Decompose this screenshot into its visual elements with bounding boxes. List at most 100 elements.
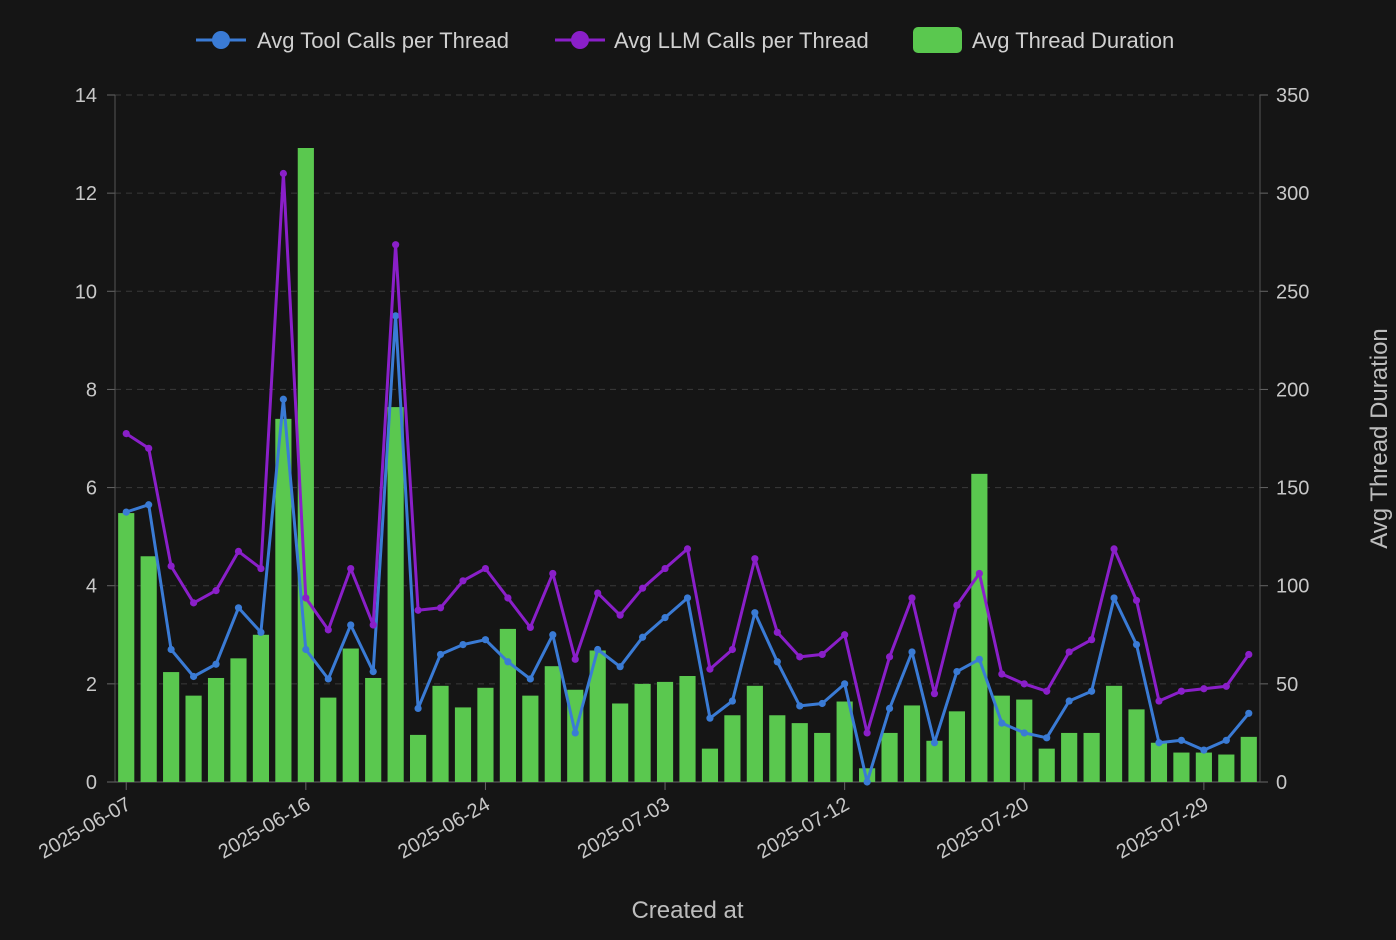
point-avg-tool-calls-per-thread bbox=[863, 778, 871, 786]
point-avg-llm-calls-per-thread bbox=[796, 653, 804, 661]
bar-avg-thread-duration bbox=[589, 650, 606, 782]
point-avg-tool-calls-per-thread bbox=[167, 645, 175, 654]
point-avg-llm-calls-per-thread bbox=[751, 555, 759, 563]
point-avg-tool-calls-per-thread bbox=[1177, 736, 1186, 744]
point-avg-tool-calls-per-thread bbox=[751, 609, 759, 617]
bar-avg-thread-duration bbox=[724, 715, 741, 782]
point-avg-tool-calls-per-thread bbox=[212, 660, 220, 668]
point-avg-llm-calls-per-thread bbox=[706, 665, 714, 673]
bar-avg-thread-duration bbox=[1173, 752, 1190, 782]
y-left-tick-label: 6 bbox=[86, 478, 97, 500]
bar-avg-thread-duration bbox=[903, 705, 921, 782]
point-avg-llm-calls-per-thread bbox=[773, 628, 781, 636]
point-avg-tool-calls-per-thread bbox=[1245, 709, 1253, 717]
bar-avg-thread-duration bbox=[387, 407, 404, 782]
y-right-tick-label: 150 bbox=[1276, 478, 1309, 500]
bar-avg-thread-duration bbox=[1218, 754, 1235, 782]
legend-swatch-dot-avg-tool-calls-per-thread bbox=[212, 31, 230, 49]
point-avg-llm-calls-per-thread bbox=[818, 650, 826, 659]
point-avg-tool-calls-per-thread bbox=[549, 631, 557, 639]
bar-avg-thread-duration bbox=[679, 676, 696, 782]
point-avg-tool-calls-per-thread bbox=[616, 663, 624, 671]
point-avg-llm-calls-per-thread bbox=[571, 655, 579, 663]
bar-avg-thread-duration bbox=[814, 732, 831, 782]
bar-avg-thread-duration bbox=[320, 697, 337, 782]
point-avg-tool-calls-per-thread bbox=[302, 645, 310, 654]
y-left-tick-label: 0 bbox=[86, 772, 97, 794]
point-avg-tool-calls-per-thread bbox=[594, 645, 602, 654]
x-tick-label: 2025-07-12 bbox=[754, 793, 854, 863]
bar-avg-thread-duration bbox=[410, 734, 427, 782]
point-avg-llm-calls-per-thread bbox=[998, 670, 1006, 678]
point-avg-llm-calls-per-thread bbox=[863, 729, 871, 737]
bar-avg-thread-duration bbox=[656, 681, 674, 782]
point-avg-llm-calls-per-thread bbox=[1177, 687, 1186, 695]
point-avg-tool-calls-per-thread bbox=[728, 697, 737, 705]
point-avg-llm-calls-per-thread bbox=[324, 626, 332, 634]
point-avg-tool-calls-per-thread bbox=[975, 655, 983, 663]
point-avg-tool-calls-per-thread bbox=[571, 729, 579, 737]
point-avg-tool-calls-per-thread bbox=[1132, 641, 1141, 649]
point-avg-llm-calls-per-thread bbox=[122, 429, 130, 438]
bar-avg-thread-duration bbox=[746, 685, 763, 782]
point-avg-llm-calls-per-thread bbox=[1088, 636, 1096, 644]
point-avg-tool-calls-per-thread bbox=[504, 658, 512, 666]
y-left-tick-label: 14 bbox=[75, 85, 97, 107]
point-avg-tool-calls-per-thread bbox=[436, 650, 445, 659]
x-tick-label: 2025-06-07 bbox=[35, 793, 135, 863]
bar-avg-thread-duration bbox=[1195, 752, 1212, 782]
point-avg-tool-calls-per-thread bbox=[683, 594, 692, 602]
point-avg-llm-calls-per-thread bbox=[414, 606, 422, 614]
point-avg-llm-calls-per-thread bbox=[930, 690, 939, 698]
bar-avg-thread-duration bbox=[1038, 748, 1055, 782]
point-avg-tool-calls-per-thread bbox=[1200, 746, 1208, 754]
x-tick-label: 2025-06-24 bbox=[394, 793, 494, 863]
point-avg-tool-calls-per-thread bbox=[122, 508, 130, 516]
bar-avg-thread-duration bbox=[836, 701, 853, 782]
y-left-tick-label: 8 bbox=[86, 379, 97, 401]
point-avg-tool-calls-per-thread bbox=[414, 704, 422, 712]
bar-avg-thread-duration bbox=[1150, 742, 1168, 782]
y-right-tick-label: 300 bbox=[1276, 183, 1309, 205]
y-right-tick-label: 50 bbox=[1276, 674, 1298, 696]
y-right-tick-label: 350 bbox=[1276, 85, 1309, 107]
bar-avg-thread-duration bbox=[297, 147, 314, 783]
point-avg-tool-calls-per-thread bbox=[279, 395, 287, 403]
x-tick-label: 2025-07-20 bbox=[933, 793, 1033, 863]
point-avg-tool-calls-per-thread bbox=[661, 614, 669, 622]
point-avg-llm-calls-per-thread bbox=[1132, 596, 1141, 605]
bar-avg-thread-duration bbox=[1128, 709, 1145, 782]
bar-avg-thread-duration bbox=[342, 648, 359, 782]
bar-avg-thread-duration bbox=[477, 687, 494, 782]
x-tick-label: 2025-07-03 bbox=[574, 793, 674, 863]
point-avg-llm-calls-per-thread bbox=[638, 584, 647, 592]
point-avg-tool-calls-per-thread bbox=[324, 675, 332, 683]
point-avg-tool-calls-per-thread bbox=[998, 719, 1006, 727]
bar-avg-thread-duration bbox=[522, 695, 539, 782]
point-avg-llm-calls-per-thread bbox=[189, 599, 198, 607]
point-avg-tool-calls-per-thread bbox=[908, 648, 916, 656]
legend-label-avg-tool-calls-per-thread: Avg Tool Calls per Thread bbox=[257, 28, 509, 53]
point-avg-llm-calls-per-thread bbox=[908, 594, 916, 602]
bar-avg-thread-duration bbox=[1083, 732, 1100, 782]
point-avg-tool-calls-per-thread bbox=[841, 680, 849, 688]
point-avg-llm-calls-per-thread bbox=[302, 594, 310, 602]
point-avg-llm-calls-per-thread bbox=[841, 631, 849, 639]
bar-avg-thread-duration bbox=[993, 695, 1010, 782]
bar-avg-thread-duration bbox=[365, 677, 382, 782]
bar-avg-thread-duration bbox=[1240, 736, 1257, 782]
y-right-tick-label: 200 bbox=[1276, 379, 1309, 401]
point-avg-llm-calls-per-thread bbox=[459, 577, 467, 585]
y-right-axis-title: Avg Thread Duration bbox=[1366, 328, 1393, 549]
bar-avg-thread-duration bbox=[185, 695, 202, 782]
bar-avg-thread-duration bbox=[971, 473, 988, 782]
point-avg-llm-calls-per-thread bbox=[526, 623, 534, 632]
point-avg-llm-calls-per-thread bbox=[145, 444, 153, 452]
point-avg-llm-calls-per-thread bbox=[392, 241, 400, 249]
point-avg-tool-calls-per-thread bbox=[392, 312, 400, 320]
point-avg-llm-calls-per-thread bbox=[616, 611, 624, 619]
point-avg-tool-calls-per-thread bbox=[1155, 739, 1163, 747]
point-avg-tool-calls-per-thread bbox=[706, 714, 714, 722]
point-avg-llm-calls-per-thread bbox=[234, 547, 243, 555]
legend-swatch-bar-avg-thread-duration bbox=[913, 27, 962, 53]
